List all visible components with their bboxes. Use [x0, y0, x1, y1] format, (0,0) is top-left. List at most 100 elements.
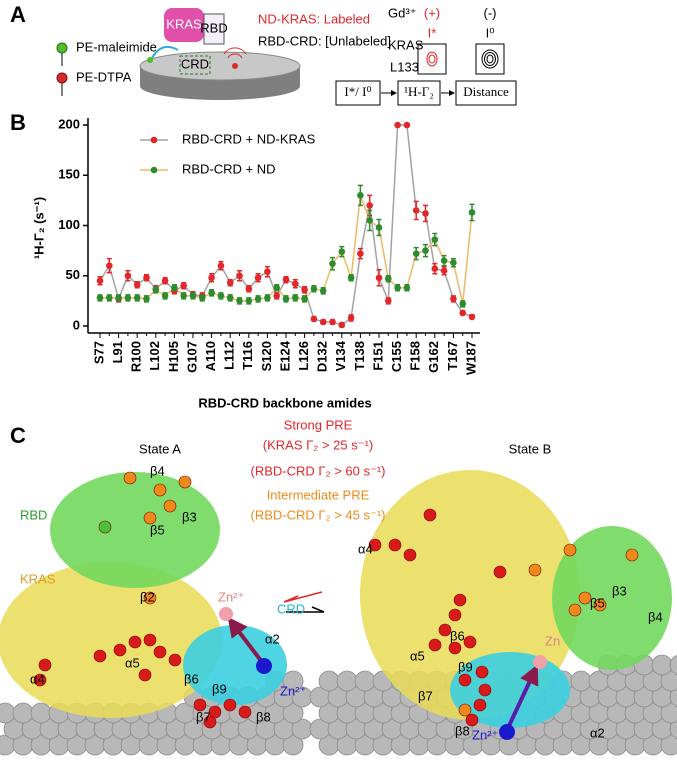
legend-label: RBD-CRD + ND-KRAS	[182, 131, 316, 146]
membrane-sphere	[354, 670, 376, 692]
flow-box	[455, 80, 517, 106]
structure-label: α2	[265, 631, 280, 646]
series-line	[99, 124, 473, 326]
plus-text: (+)	[424, 5, 440, 20]
contour	[484, 52, 496, 66]
pre-residue	[448, 641, 462, 655]
data-point	[115, 294, 122, 302]
panel-c: C State A State B Strong PRE (KRAS Γ₂ > …	[0, 417, 677, 756]
x-tick-label: T167	[445, 341, 460, 371]
data-point	[236, 297, 243, 305]
key-text: Intermediate PRE	[267, 487, 370, 502]
x-tick-label: C155	[389, 341, 404, 372]
pre-residue	[113, 643, 127, 657]
y-tick-label: 0	[73, 317, 80, 332]
equilibrium-arrow	[283, 591, 323, 603]
crd-label: CRD	[181, 56, 209, 71]
x-tick-label: G162	[426, 341, 441, 373]
data-point	[450, 295, 457, 303]
pre-residue	[38, 658, 52, 672]
data-point	[133, 281, 141, 289]
data-point	[245, 297, 253, 305]
equilibrium-arrow	[286, 606, 325, 613]
data-point	[347, 274, 355, 282]
data-point	[366, 202, 374, 209]
data-point	[226, 294, 234, 302]
data-point	[440, 267, 448, 275]
x-tick-label: L91	[110, 341, 125, 363]
pre-residues	[33, 471, 639, 729]
kras-label: KRAS	[166, 16, 202, 31]
pre-residue	[428, 638, 442, 652]
data-point	[459, 309, 467, 317]
membrane-sphere	[669, 687, 677, 707]
x-tick-label: L126	[296, 341, 311, 371]
zn-site	[499, 724, 515, 740]
rbd-structure	[50, 472, 220, 588]
panel-label: A	[10, 2, 26, 27]
x-axis-label: RBD-CRD backbone amides	[198, 395, 371, 410]
rbd-structure	[552, 526, 672, 670]
pre-residue	[138, 668, 152, 682]
panel-b: B ¹H-Γ₂ (s⁻¹) RBD-CRD backbone amides 0 5…	[10, 110, 480, 410]
pre-residue	[153, 483, 167, 497]
data-point	[133, 294, 141, 302]
data-point	[357, 250, 364, 257]
data-point	[96, 294, 104, 302]
data-point	[310, 285, 318, 293]
data-point	[459, 300, 467, 308]
pre-residue	[463, 635, 477, 649]
structure-label: α4	[358, 541, 373, 556]
pre-residue	[368, 538, 382, 552]
state-title: State B	[509, 441, 552, 456]
pre-residue	[528, 563, 542, 577]
pre-residue	[448, 608, 462, 622]
data-point	[319, 318, 327, 326]
x-tick-label: W187	[463, 341, 478, 375]
pre-residue	[128, 635, 142, 649]
structure-label: β6	[450, 628, 465, 643]
y-tick-label: 150	[58, 167, 80, 182]
x-tick-label: T116	[240, 341, 255, 370]
kras-structure	[0, 562, 222, 718]
data-point	[152, 286, 160, 294]
pre-residue	[593, 598, 607, 612]
pre-residue	[178, 475, 192, 489]
state-title: State A	[139, 441, 181, 456]
membrane-sphere	[282, 734, 304, 756]
kras-box	[164, 8, 204, 42]
data-point	[292, 294, 299, 302]
pre-residue	[568, 603, 582, 617]
pre-residue	[33, 673, 47, 687]
data-point	[338, 321, 346, 329]
pre-residue	[458, 673, 472, 687]
data-point	[264, 294, 271, 302]
membrane-sphere	[669, 719, 677, 739]
structure-label: α5	[125, 655, 140, 670]
data-point	[375, 274, 383, 282]
membrane-sphere	[669, 655, 677, 675]
pre-residue	[143, 511, 157, 525]
data-point	[254, 274, 262, 282]
data-point	[301, 295, 308, 303]
pre-residue	[625, 548, 639, 562]
x-tick-label: F151	[370, 341, 385, 371]
data-point	[171, 284, 178, 292]
pre-residue	[238, 705, 252, 719]
contour	[486, 54, 494, 64]
data-point	[412, 250, 420, 257]
structure-label: β9	[212, 681, 227, 696]
x-tick-label: L112	[222, 341, 237, 370]
x-tick-label: V134	[333, 340, 348, 371]
membrane-sphere	[570, 670, 592, 692]
data-point	[208, 274, 215, 282]
structure-label: β5	[150, 522, 165, 537]
pre-residue	[223, 698, 237, 712]
data-point	[226, 279, 234, 287]
structure-label: β4	[648, 609, 663, 624]
data-point	[282, 295, 290, 303]
zn-vector	[506, 664, 539, 729]
labeling-text: ND-KRAS: Labeled	[258, 11, 370, 26]
x-tick-label: S120	[259, 341, 274, 371]
pin	[147, 57, 153, 63]
